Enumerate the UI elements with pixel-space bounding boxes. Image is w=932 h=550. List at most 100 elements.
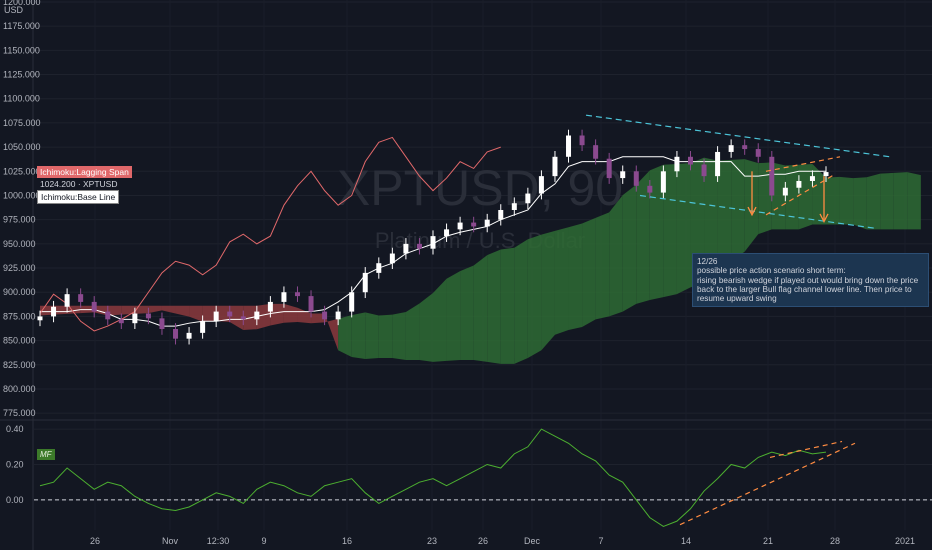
- candle-down: [633, 171, 639, 186]
- candle-up: [566, 135, 572, 157]
- cloud-bear-segment: [189, 305, 203, 322]
- price-tick-label: 850.000: [3, 336, 36, 346]
- cloud-bull-segment: [826, 176, 840, 225]
- candle-up: [430, 236, 436, 249]
- candle-down: [647, 185, 653, 193]
- time-tick-label: 7: [598, 536, 603, 546]
- cloud-bull-segment: [582, 217, 596, 328]
- cloud-bull-segment: [771, 162, 786, 230]
- cloud-bull-segment: [663, 163, 677, 298]
- cloud-bear-segment: [229, 305, 244, 330]
- trendline-drawings[interactable]: [585, 114, 891, 229]
- cloud-bear-segment: [107, 305, 122, 316]
- cloud-bull-segment: [866, 173, 881, 230]
- candle-down: [78, 294, 84, 302]
- candle-down: [105, 311, 111, 320]
- price-tick-label: 1025.000: [3, 166, 41, 176]
- annotation-date: 12/26: [697, 257, 718, 266]
- candle-up: [389, 253, 395, 264]
- time-tick-label: 21: [763, 536, 773, 546]
- price-symbol: XPTUSD: [83, 179, 118, 189]
- candle-down: [701, 164, 707, 177]
- measure-arrow-head-2: [819, 213, 829, 224]
- cloud-bull-segment: [717, 159, 732, 278]
- cloud-bull-segment: [636, 170, 650, 304]
- cloud-bear-segment: [311, 313, 325, 324]
- price-tick-label: 800.000: [3, 384, 36, 394]
- mf-tick-label: 0.00: [6, 495, 24, 505]
- base-line-label: Ichimoku:Base Line: [37, 190, 120, 204]
- cloud-bull-segment: [758, 162, 772, 235]
- lagging-span-line: [39, 136, 501, 332]
- candle-up: [37, 316, 43, 321]
- candle-up: [525, 193, 531, 204]
- mf-indicator-pane[interactable]: [34, 428, 932, 528]
- candle-down: [308, 296, 314, 312]
- candle-up: [376, 263, 382, 273]
- cloud-bull-segment: [460, 265, 474, 360]
- cloud-bull-segment: [893, 172, 908, 230]
- candle-up: [728, 145, 734, 152]
- candle-up: [200, 321, 206, 333]
- candle-down: [593, 145, 599, 159]
- candle-down: [742, 145, 748, 150]
- candle-up: [186, 332, 192, 339]
- candlestick-series[interactable]: [37, 129, 829, 345]
- price-tick-label: 900.000: [3, 287, 36, 297]
- candle-up: [51, 306, 57, 317]
- time-tick-label: 26: [478, 536, 488, 546]
- candle-up: [809, 176, 815, 181]
- candle-down: [91, 301, 97, 312]
- cloud-bull-segment: [433, 278, 447, 362]
- candle-up: [254, 311, 260, 320]
- cloud-bull-segment: [853, 177, 867, 230]
- candle-up: [132, 313, 138, 324]
- cloud-bull-segment: [419, 293, 433, 362]
- candle-up: [213, 311, 219, 322]
- lagging-span-label: Ichimoku:Lagging Span: [37, 166, 132, 178]
- annotation-note[interactable]: 12/26 possible price action scenario sho…: [692, 253, 929, 308]
- cloud-bull-segment: [622, 184, 637, 312]
- candle-up: [349, 292, 355, 312]
- cloud-bull-segment: [514, 239, 528, 364]
- candle-up: [823, 172, 829, 177]
- candle-down: [579, 135, 585, 146]
- candle-up: [674, 156, 680, 172]
- candle-up: [403, 243, 409, 254]
- cloud-bull-segment: [487, 249, 501, 364]
- cloud-bull-segment: [798, 163, 813, 230]
- cloud-bull-segment: [907, 172, 921, 230]
- candle-down: [227, 311, 233, 317]
- price-tick-label: 875.000: [3, 311, 36, 321]
- mf-tick-label: 0.40: [6, 424, 24, 434]
- cloud-bull-segment: [554, 227, 569, 335]
- candle-up: [796, 180, 802, 188]
- candle-up: [64, 294, 70, 307]
- candle-down: [769, 156, 775, 196]
- wedge-upper-line: [765, 156, 841, 172]
- price-value: 1024.200: [40, 179, 76, 189]
- annotation-text: possible price action scenario short ter…: [697, 266, 919, 304]
- cloud-bull-segment: [704, 157, 718, 283]
- price-tick-label: 825.000: [3, 360, 36, 370]
- cloud-bull-segment: [731, 159, 745, 262]
- candle-up: [444, 229, 450, 237]
- candle-down: [294, 292, 300, 297]
- price-tick-label: 1200.000: [3, 0, 41, 7]
- candle-down: [240, 316, 246, 320]
- cloud-bear-segment: [121, 305, 135, 315]
- candle-up: [281, 292, 287, 302]
- mf-indicator-label: MF: [37, 449, 55, 460]
- candle-up: [498, 210, 504, 220]
- cloud-bull-segment: [351, 312, 366, 359]
- price-tick-label: 975.000: [3, 215, 36, 225]
- flag-upper-trendline: [585, 114, 891, 158]
- time-tick-label: 12:30: [207, 536, 230, 546]
- candle-down: [416, 243, 422, 249]
- cloud-bull-segment: [595, 212, 610, 320]
- currency-label: USD: [4, 5, 24, 15]
- candle-down: [118, 319, 124, 324]
- time-axis[interactable]: 26 Nov 12:30 9 16 23 26 Dec 7 14 21 28 2021: [90, 536, 915, 546]
- cloud-bull-segment: [812, 163, 826, 225]
